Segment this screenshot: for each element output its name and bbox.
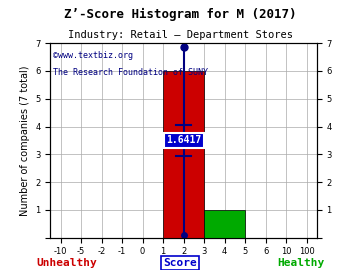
Bar xyxy=(204,210,245,238)
Text: The Research Foundation of SUNY: The Research Foundation of SUNY xyxy=(53,69,208,77)
Text: Healthy: Healthy xyxy=(277,258,324,268)
Bar xyxy=(163,71,204,238)
Text: Score: Score xyxy=(163,258,197,268)
Text: Unhealthy: Unhealthy xyxy=(36,258,97,268)
Text: 1.6417: 1.6417 xyxy=(166,135,201,146)
Text: ©www.textbiz.org: ©www.textbiz.org xyxy=(53,51,133,60)
Text: Industry: Retail – Department Stores: Industry: Retail – Department Stores xyxy=(68,30,292,40)
Y-axis label: Number of companies (7 total): Number of companies (7 total) xyxy=(20,65,30,216)
Text: Z’-Score Histogram for M (2017): Z’-Score Histogram for M (2017) xyxy=(64,8,296,21)
